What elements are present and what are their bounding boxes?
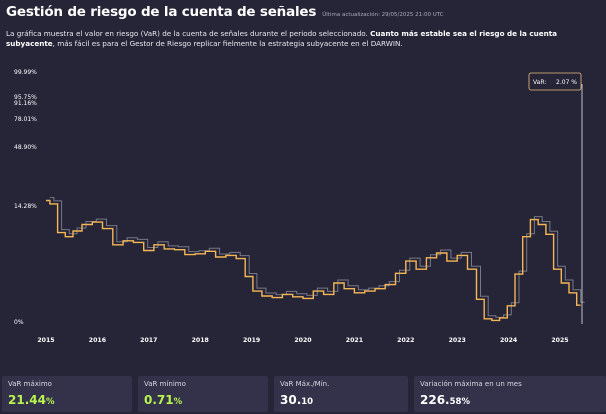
- y-tick-label: 0%: [14, 319, 24, 326]
- y-tick-label: 78.01%: [14, 116, 37, 123]
- description-text: La gráfica muestra el valor en riesgo (V…: [6, 29, 368, 38]
- card-value-small: %: [173, 397, 183, 407]
- card-label: VaR Máx./Mín.: [280, 380, 330, 388]
- x-tick-label: 2017: [140, 337, 157, 344]
- card-label: VaR máximo: [8, 380, 52, 388]
- last-updated: Última actualización: 29/05/2025 21:00 U…: [322, 12, 444, 18]
- card-var-min: VaR mínimo 0.71%: [138, 376, 268, 412]
- description-text-end: , más fácil es para el Gestor de Riesgo …: [52, 39, 403, 48]
- card-value-small: 10: [301, 397, 314, 407]
- card-value-main: 21.44: [8, 393, 46, 407]
- card-label: Variación máxima en un mes: [420, 380, 522, 388]
- tooltip-value: 2.07 %: [556, 79, 577, 86]
- card-value-small: %: [45, 397, 55, 407]
- x-tick-label: 2015: [37, 337, 54, 344]
- card-value: 0.71%: [144, 393, 182, 407]
- x-tick-label: 2019: [243, 337, 260, 344]
- x-tick-label: 2025: [551, 337, 568, 344]
- card-value: 21.44%: [8, 393, 55, 407]
- tooltip-label: VaR:: [533, 79, 546, 86]
- page-title: Gestión de riesgo de la cuenta de señale…: [6, 4, 317, 20]
- y-tick-label: 95.75%: [14, 94, 37, 101]
- card-value-main: 30.: [280, 393, 302, 407]
- series-line: [46, 199, 581, 322]
- x-tick-label: 2023: [449, 337, 466, 344]
- description: La gráfica muestra el valor en riesgo (V…: [6, 29, 596, 49]
- card-value: 30.10: [280, 393, 313, 407]
- description-bold: Cuanto más estable sea el riesgo de la c…: [6, 29, 558, 48]
- y-tick-label: 99.99%: [14, 69, 37, 76]
- x-tick-label: 2016: [89, 337, 106, 344]
- x-tick-label: 2022: [397, 337, 414, 344]
- header: Gestión de riesgo de la cuenta de señale…: [6, 4, 600, 49]
- stats-cards: VaR máximo 21.44% VaR mínimo 0.71% VaR M…: [0, 376, 606, 414]
- y-tick-label: 14.28%: [14, 203, 37, 210]
- var-chart[interactable]: 0% 14.28% 48.90% 78.01% 91.16%95.75% 99.99% 20…: [0, 62, 606, 352]
- title-row: Gestión de riesgo de la cuenta de señale…: [6, 4, 600, 20]
- card-var-max: VaR máximo 21.44%: [2, 376, 132, 412]
- x-tick-label: 2021: [346, 337, 363, 344]
- series-shadow-line: [50, 197, 585, 318]
- x-tick-label: 2024: [500, 337, 518, 344]
- x-tick-label: 2018: [192, 337, 209, 344]
- card-value-main: 0.71: [144, 393, 174, 407]
- tooltip-box: [528, 72, 582, 91]
- x-tick-label: 2020: [294, 337, 312, 344]
- y-tick-label: 91.16%: [14, 100, 37, 107]
- card-var-ratio: VaR Máx./Mín. 30.10: [274, 376, 408, 412]
- card-label: VaR mínimo: [144, 380, 186, 388]
- card-value: 226.58%: [420, 393, 470, 407]
- y-tick-label: 48.90%: [14, 144, 37, 151]
- card-value-small: 58%: [449, 397, 470, 407]
- card-value-main: 226.: [420, 393, 450, 407]
- card-max-monthly-variation: Variación máxima en un mes 226.58%: [414, 376, 606, 412]
